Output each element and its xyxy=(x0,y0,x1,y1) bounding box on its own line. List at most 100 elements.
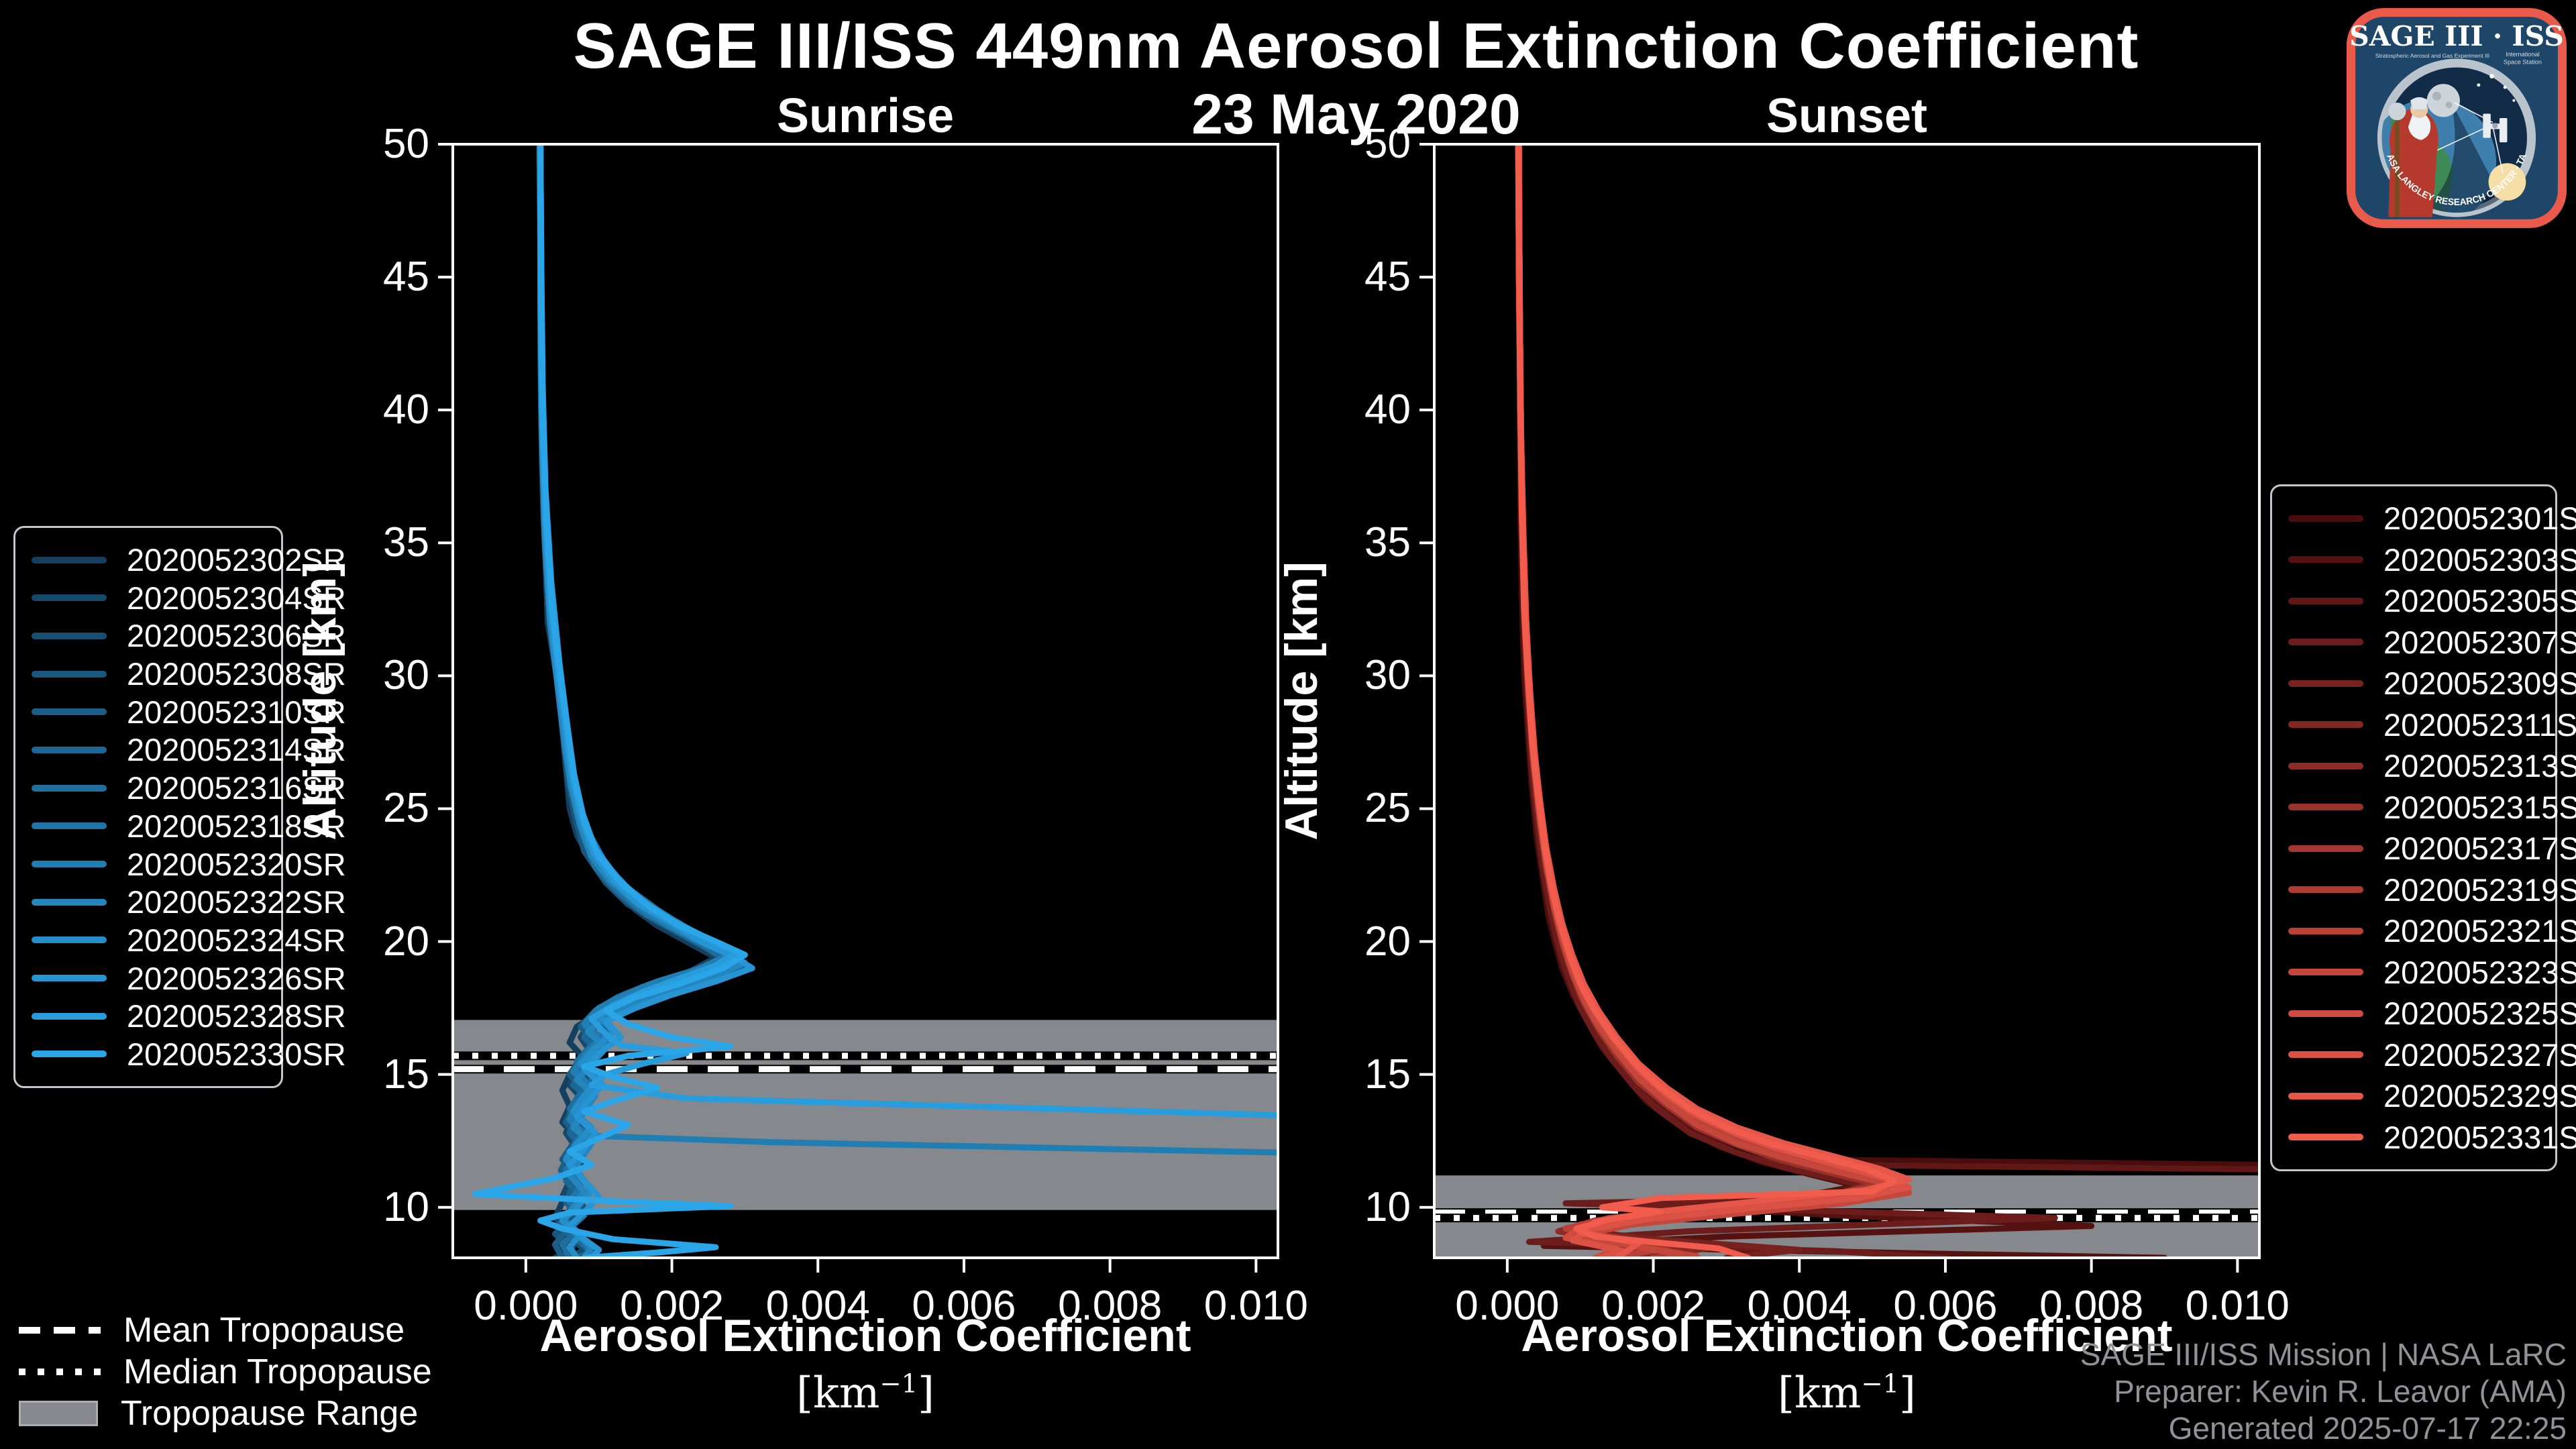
profile-line-2020052323SS xyxy=(1515,144,1912,1258)
profile-line-2020052319SS xyxy=(1515,144,1905,1258)
plot-frame xyxy=(1433,143,2261,1259)
legend-item: 2020052317SS xyxy=(2288,830,2576,867)
legend-item: 2020052322SR xyxy=(32,883,346,920)
legend-item: 2020052315SS xyxy=(2288,789,2576,826)
legend-item: 2020052325SS xyxy=(2288,995,2576,1032)
profile-line-2020052303SS xyxy=(1515,144,2167,1258)
legend-item: 2020052326SR xyxy=(32,960,346,997)
y-tick-label: 25 xyxy=(1364,785,1411,832)
legend-label: 2020052315SS xyxy=(2383,789,2576,825)
footer-data-version: Data Version: 6.0.0 xyxy=(2080,1447,2567,1449)
legend-label: 2020052322SR xyxy=(127,884,346,920)
legend-label: 2020052306SR xyxy=(127,618,346,654)
legend-label: 2020052323SS xyxy=(2383,954,2576,990)
y-tick-label: 50 xyxy=(1364,121,1411,167)
profile-line-2020052329SS xyxy=(1515,144,1912,1258)
legend-item: 2020052321SS xyxy=(2288,912,2576,949)
chart-subtitle: 23 May 2020 xyxy=(1191,83,1521,146)
tropopause-legend: Mean Tropopause Median Tropopause Tropop… xyxy=(19,1309,432,1434)
legend-item: 2020052310SR xyxy=(32,694,346,731)
x-tick-label: 0.000 xyxy=(474,1283,578,1329)
legend-item: 2020052306SR xyxy=(32,617,346,654)
profile-line-2020052307SS xyxy=(1515,144,2058,1258)
dotted-line-icon xyxy=(19,1368,101,1375)
attribution-footer: SAGE III/ISS Mission | NASA LaRC Prepare… xyxy=(2080,1336,2567,1449)
legend-item: 2020052328SR xyxy=(32,998,346,1034)
legend-label: 2020052316SR xyxy=(127,770,346,806)
gray-band-icon xyxy=(19,1401,98,1426)
legend-line-swatch xyxy=(32,746,107,753)
sage-iii-iss-logo: SAGE III · ISS Stratospheric Aerosol and… xyxy=(2343,0,2567,231)
x-tick-label: 0.010 xyxy=(1203,1283,1308,1329)
legend-item: 2020052329SS xyxy=(2288,1077,2576,1114)
legend-line-swatch xyxy=(2288,886,2363,894)
legend-label: 2020052301SS xyxy=(2383,500,2576,536)
legend-line-swatch xyxy=(2288,680,2363,687)
legend-line-swatch xyxy=(32,898,107,906)
panel-title-sunset: Sunset xyxy=(1766,89,1928,143)
logo-title: SAGE III · ISS xyxy=(2349,20,2564,52)
profile-line-2020052311SS xyxy=(1515,144,1876,1258)
y-tick-label: 35 xyxy=(383,519,429,566)
tropopause-range-label: Tropopause Range xyxy=(121,1394,419,1433)
legend-label: 2020052317SS xyxy=(2383,830,2576,867)
legend-line-swatch xyxy=(32,556,107,564)
legend-line-swatch xyxy=(2288,762,2363,769)
legend-line-swatch xyxy=(2288,721,2363,729)
legend-item: 2020052303SS xyxy=(2288,541,2576,578)
legend-line-swatch xyxy=(32,861,107,867)
legend-label: 2020052330SR xyxy=(127,1036,346,1072)
panel-title-sunrise: Sunrise xyxy=(776,89,955,143)
x-axis-unit-sunset: [km−1] xyxy=(1778,1368,1916,1418)
legend-line-swatch xyxy=(2288,1134,2363,1141)
median-tropopause-label: Median Tropopause xyxy=(123,1352,432,1391)
y-tick-label: 45 xyxy=(1364,254,1411,301)
logo-iss-icon xyxy=(2483,113,2508,143)
legend-label: 2020052308SR xyxy=(127,656,346,692)
legend-line-swatch xyxy=(32,975,107,982)
legend-line-swatch xyxy=(2288,597,2363,604)
y-tick-label: 50 xyxy=(383,121,429,167)
footer-generated: Generated 2025-07-17 22:25 xyxy=(2168,1411,2567,1446)
legend-line-swatch xyxy=(2288,1051,2363,1059)
x-tick-label: 0.000 xyxy=(1455,1283,1560,1329)
x-tick-label: 0.006 xyxy=(912,1283,1016,1329)
legend-item: 2020052301SS xyxy=(2288,500,2576,537)
legend-line-swatch xyxy=(2288,515,2363,522)
logo-stars xyxy=(2477,74,2516,102)
legend-item: 2020052318SR xyxy=(32,808,346,845)
y-tick-label: 40 xyxy=(383,386,429,433)
legend-label: 2020052320SR xyxy=(127,846,346,882)
legend-label: 2020052309SS xyxy=(2383,665,2576,702)
legend-line-swatch xyxy=(2288,804,2363,811)
sunrise-legend: 2020052302SR 2020052304SR 2020052306SR 2020… xyxy=(13,526,346,1088)
mean-tropopause-label: Mean Tropopause xyxy=(123,1311,405,1350)
x-tick-label: 0.004 xyxy=(1747,1283,1851,1329)
x-tick-label: 0.002 xyxy=(619,1283,724,1329)
legend-label: 2020052303SS xyxy=(2383,541,2576,578)
mean-tropopause-legend-item: Mean Tropopause xyxy=(19,1309,432,1351)
x-tick-label: 0.010 xyxy=(2185,1283,2290,1329)
logo-moon xyxy=(2426,84,2460,117)
legend-line-swatch xyxy=(32,594,107,602)
legend-label: 2020052314SR xyxy=(127,732,346,768)
legend-line-swatch xyxy=(32,822,107,830)
legend-item: 2020052330SR xyxy=(32,1036,346,1073)
legend-label: 2020052328SR xyxy=(127,998,346,1034)
legend-line-swatch xyxy=(2288,927,2363,934)
x-tick-label: 0.004 xyxy=(765,1283,870,1329)
x-tick-label: 0.006 xyxy=(1893,1283,1998,1329)
y-tick-label: 30 xyxy=(1364,652,1411,699)
legend-label: 2020052318SR xyxy=(127,808,346,844)
y-tick-label: 20 xyxy=(1364,918,1411,965)
legend-line-swatch xyxy=(2288,845,2363,852)
footer-preparer: Preparer: Kevin R. Leavor (AMA) xyxy=(2114,1374,2567,1409)
legend-label: 2020052331SS xyxy=(2383,1119,2576,1155)
profile-line-2020052325SS xyxy=(1515,144,1905,1258)
x-axis-unit-sunrise: [km−1] xyxy=(796,1368,934,1418)
profile-line-2020052321SS xyxy=(1515,144,1898,1258)
x-tick-label: 0.008 xyxy=(2039,1283,2144,1329)
median-tropopause-legend-item: Median Tropopause xyxy=(19,1351,432,1393)
logo-sun xyxy=(2488,163,2526,201)
